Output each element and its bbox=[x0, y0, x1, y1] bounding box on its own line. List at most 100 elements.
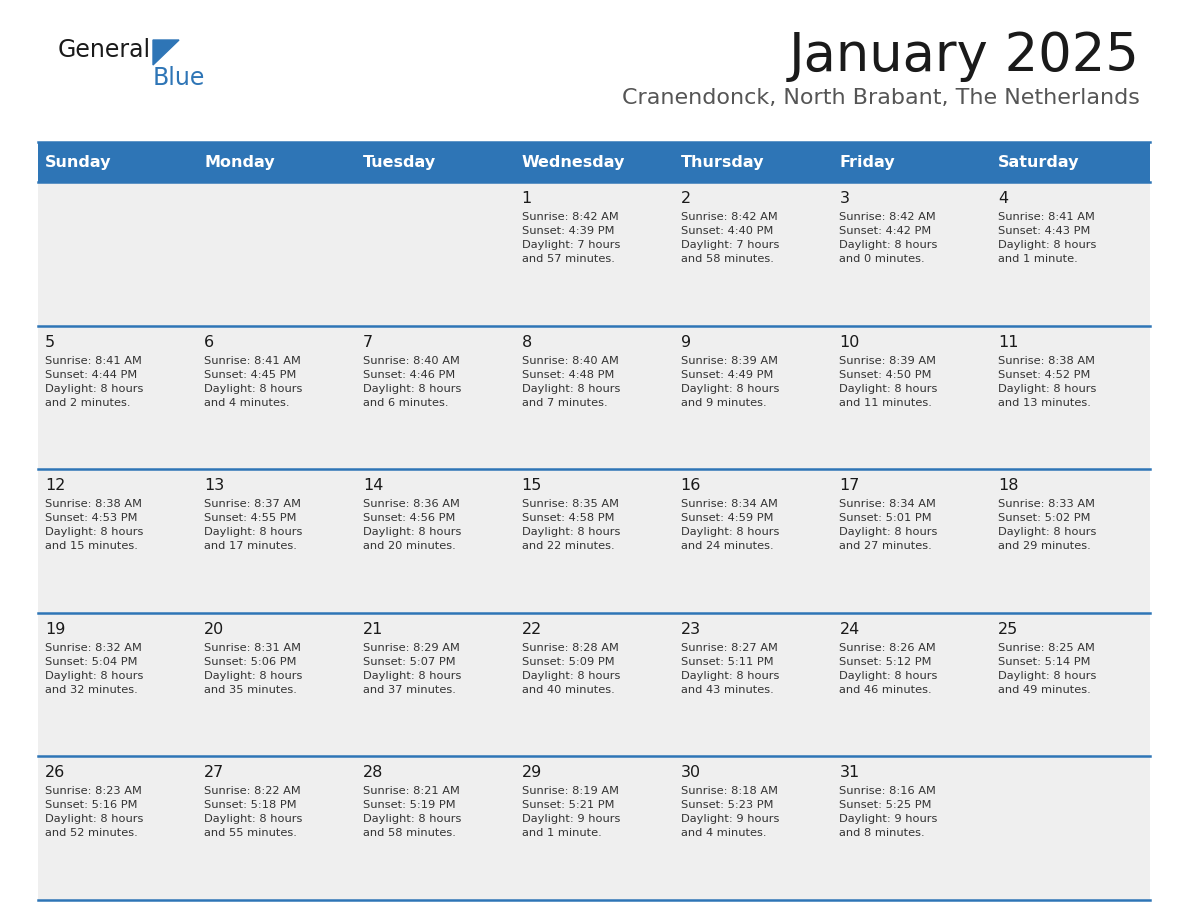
Text: 18: 18 bbox=[998, 478, 1019, 493]
Text: Sunrise: 8:34 AM
Sunset: 5:01 PM
Daylight: 8 hours
and 27 minutes.: Sunrise: 8:34 AM Sunset: 5:01 PM Dayligh… bbox=[840, 499, 937, 551]
Bar bbox=[355, 326, 514, 469]
Text: 11: 11 bbox=[998, 334, 1019, 350]
Text: 14: 14 bbox=[362, 478, 384, 493]
Bar bbox=[514, 613, 674, 756]
Text: Sunrise: 8:34 AM
Sunset: 4:59 PM
Daylight: 8 hours
and 24 minutes.: Sunrise: 8:34 AM Sunset: 4:59 PM Dayligh… bbox=[681, 499, 779, 551]
Text: Sunrise: 8:25 AM
Sunset: 5:14 PM
Daylight: 8 hours
and 49 minutes.: Sunrise: 8:25 AM Sunset: 5:14 PM Dayligh… bbox=[998, 643, 1097, 695]
Text: 26: 26 bbox=[45, 766, 65, 780]
Bar bbox=[991, 756, 1150, 900]
Text: Sunrise: 8:38 AM
Sunset: 4:52 PM
Daylight: 8 hours
and 13 minutes.: Sunrise: 8:38 AM Sunset: 4:52 PM Dayligh… bbox=[998, 355, 1097, 408]
Bar bbox=[197, 613, 355, 756]
Text: 6: 6 bbox=[204, 334, 214, 350]
Text: Sunrise: 8:42 AM
Sunset: 4:42 PM
Daylight: 8 hours
and 0 minutes.: Sunrise: 8:42 AM Sunset: 4:42 PM Dayligh… bbox=[840, 212, 937, 264]
Text: Sunrise: 8:38 AM
Sunset: 4:53 PM
Daylight: 8 hours
and 15 minutes.: Sunrise: 8:38 AM Sunset: 4:53 PM Dayligh… bbox=[45, 499, 144, 551]
Text: Sunrise: 8:18 AM
Sunset: 5:23 PM
Daylight: 9 hours
and 4 minutes.: Sunrise: 8:18 AM Sunset: 5:23 PM Dayligh… bbox=[681, 787, 779, 838]
Bar bbox=[197, 182, 355, 326]
Text: Wednesday: Wednesday bbox=[522, 154, 625, 170]
Text: 24: 24 bbox=[840, 621, 860, 637]
Text: Sunrise: 8:39 AM
Sunset: 4:50 PM
Daylight: 8 hours
and 11 minutes.: Sunrise: 8:39 AM Sunset: 4:50 PM Dayligh… bbox=[840, 355, 937, 408]
Text: Sunrise: 8:36 AM
Sunset: 4:56 PM
Daylight: 8 hours
and 20 minutes.: Sunrise: 8:36 AM Sunset: 4:56 PM Dayligh… bbox=[362, 499, 461, 551]
Text: 1: 1 bbox=[522, 191, 532, 206]
Text: Sunrise: 8:40 AM
Sunset: 4:48 PM
Daylight: 8 hours
and 7 minutes.: Sunrise: 8:40 AM Sunset: 4:48 PM Dayligh… bbox=[522, 355, 620, 408]
Text: 22: 22 bbox=[522, 621, 542, 637]
Bar bbox=[991, 613, 1150, 756]
Text: Sunrise: 8:16 AM
Sunset: 5:25 PM
Daylight: 9 hours
and 8 minutes.: Sunrise: 8:16 AM Sunset: 5:25 PM Dayligh… bbox=[840, 787, 937, 838]
Bar bbox=[514, 326, 674, 469]
Text: 13: 13 bbox=[204, 478, 225, 493]
Text: Saturday: Saturday bbox=[998, 154, 1080, 170]
Text: 9: 9 bbox=[681, 334, 690, 350]
Bar bbox=[833, 326, 991, 469]
Text: 10: 10 bbox=[840, 334, 860, 350]
Text: Sunrise: 8:42 AM
Sunset: 4:40 PM
Daylight: 7 hours
and 58 minutes.: Sunrise: 8:42 AM Sunset: 4:40 PM Dayligh… bbox=[681, 212, 779, 264]
Text: 3: 3 bbox=[840, 191, 849, 206]
Polygon shape bbox=[153, 40, 179, 65]
Bar bbox=[355, 756, 514, 900]
Text: 4: 4 bbox=[998, 191, 1009, 206]
Bar bbox=[674, 469, 833, 613]
Text: 16: 16 bbox=[681, 478, 701, 493]
Text: Sunrise: 8:39 AM
Sunset: 4:49 PM
Daylight: 8 hours
and 9 minutes.: Sunrise: 8:39 AM Sunset: 4:49 PM Dayligh… bbox=[681, 355, 779, 408]
Text: 19: 19 bbox=[45, 621, 65, 637]
Bar bbox=[991, 469, 1150, 613]
Text: Sunrise: 8:23 AM
Sunset: 5:16 PM
Daylight: 8 hours
and 52 minutes.: Sunrise: 8:23 AM Sunset: 5:16 PM Dayligh… bbox=[45, 787, 144, 838]
Text: Sunrise: 8:31 AM
Sunset: 5:06 PM
Daylight: 8 hours
and 35 minutes.: Sunrise: 8:31 AM Sunset: 5:06 PM Dayligh… bbox=[204, 643, 303, 695]
Text: Sunrise: 8:19 AM
Sunset: 5:21 PM
Daylight: 9 hours
and 1 minute.: Sunrise: 8:19 AM Sunset: 5:21 PM Dayligh… bbox=[522, 787, 620, 838]
Text: 7: 7 bbox=[362, 334, 373, 350]
Bar bbox=[38, 142, 1150, 182]
Bar bbox=[991, 326, 1150, 469]
Bar bbox=[38, 182, 197, 326]
Text: Sunrise: 8:41 AM
Sunset: 4:44 PM
Daylight: 8 hours
and 2 minutes.: Sunrise: 8:41 AM Sunset: 4:44 PM Dayligh… bbox=[45, 355, 144, 408]
Text: 23: 23 bbox=[681, 621, 701, 637]
Bar bbox=[514, 756, 674, 900]
Bar bbox=[833, 469, 991, 613]
Text: Sunrise: 8:28 AM
Sunset: 5:09 PM
Daylight: 8 hours
and 40 minutes.: Sunrise: 8:28 AM Sunset: 5:09 PM Dayligh… bbox=[522, 643, 620, 695]
Bar bbox=[355, 613, 514, 756]
Bar bbox=[38, 326, 197, 469]
Text: 27: 27 bbox=[204, 766, 225, 780]
Bar bbox=[355, 182, 514, 326]
Text: General: General bbox=[58, 38, 151, 62]
Text: January 2025: January 2025 bbox=[789, 30, 1140, 82]
Text: 2: 2 bbox=[681, 191, 690, 206]
Bar bbox=[514, 182, 674, 326]
Text: 21: 21 bbox=[362, 621, 384, 637]
Text: Sunrise: 8:27 AM
Sunset: 5:11 PM
Daylight: 8 hours
and 43 minutes.: Sunrise: 8:27 AM Sunset: 5:11 PM Dayligh… bbox=[681, 643, 779, 695]
Text: Sunrise: 8:22 AM
Sunset: 5:18 PM
Daylight: 8 hours
and 55 minutes.: Sunrise: 8:22 AM Sunset: 5:18 PM Dayligh… bbox=[204, 787, 303, 838]
Bar bbox=[514, 469, 674, 613]
Text: Friday: Friday bbox=[840, 154, 895, 170]
Text: 31: 31 bbox=[840, 766, 860, 780]
Text: 17: 17 bbox=[840, 478, 860, 493]
Text: 30: 30 bbox=[681, 766, 701, 780]
Bar bbox=[991, 182, 1150, 326]
Text: Sunrise: 8:42 AM
Sunset: 4:39 PM
Daylight: 7 hours
and 57 minutes.: Sunrise: 8:42 AM Sunset: 4:39 PM Dayligh… bbox=[522, 212, 620, 264]
Bar bbox=[674, 326, 833, 469]
Bar bbox=[197, 756, 355, 900]
Bar bbox=[833, 756, 991, 900]
Bar bbox=[197, 469, 355, 613]
Text: Sunrise: 8:35 AM
Sunset: 4:58 PM
Daylight: 8 hours
and 22 minutes.: Sunrise: 8:35 AM Sunset: 4:58 PM Dayligh… bbox=[522, 499, 620, 551]
Text: 15: 15 bbox=[522, 478, 542, 493]
Bar bbox=[197, 326, 355, 469]
Text: 12: 12 bbox=[45, 478, 65, 493]
Bar bbox=[38, 756, 197, 900]
Bar bbox=[355, 469, 514, 613]
Bar bbox=[674, 613, 833, 756]
Bar bbox=[833, 613, 991, 756]
Text: Cranendonck, North Brabant, The Netherlands: Cranendonck, North Brabant, The Netherla… bbox=[623, 88, 1140, 108]
Text: Sunrise: 8:41 AM
Sunset: 4:43 PM
Daylight: 8 hours
and 1 minute.: Sunrise: 8:41 AM Sunset: 4:43 PM Dayligh… bbox=[998, 212, 1097, 264]
Bar bbox=[674, 182, 833, 326]
Text: Sunrise: 8:37 AM
Sunset: 4:55 PM
Daylight: 8 hours
and 17 minutes.: Sunrise: 8:37 AM Sunset: 4:55 PM Dayligh… bbox=[204, 499, 303, 551]
Text: Tuesday: Tuesday bbox=[362, 154, 436, 170]
Text: 5: 5 bbox=[45, 334, 56, 350]
Text: Sunrise: 8:41 AM
Sunset: 4:45 PM
Daylight: 8 hours
and 4 minutes.: Sunrise: 8:41 AM Sunset: 4:45 PM Dayligh… bbox=[204, 355, 303, 408]
Bar bbox=[833, 182, 991, 326]
Text: Sunrise: 8:33 AM
Sunset: 5:02 PM
Daylight: 8 hours
and 29 minutes.: Sunrise: 8:33 AM Sunset: 5:02 PM Dayligh… bbox=[998, 499, 1097, 551]
Bar bbox=[674, 756, 833, 900]
Bar bbox=[38, 469, 197, 613]
Text: 20: 20 bbox=[204, 621, 225, 637]
Text: 8: 8 bbox=[522, 334, 532, 350]
Text: Blue: Blue bbox=[153, 66, 206, 90]
Text: Thursday: Thursday bbox=[681, 154, 764, 170]
Bar bbox=[38, 613, 197, 756]
